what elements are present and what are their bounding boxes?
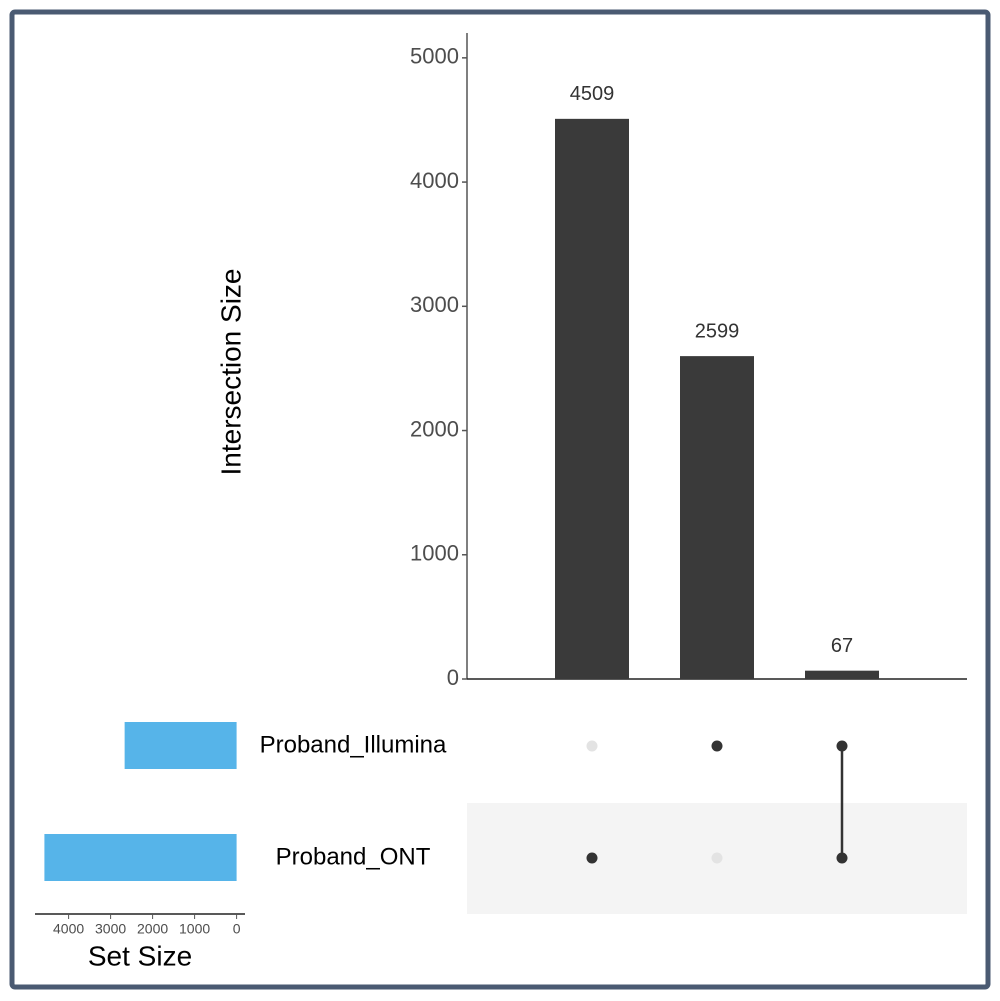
x-tick-label: 1000 [179,921,210,937]
y-tick-label: 4000 [410,168,459,193]
x-axis-label: Set Size [88,940,192,971]
y-tick-label: 3000 [410,292,459,317]
value-label: 2599 [695,320,740,342]
y-tick-label: 0 [447,665,459,690]
value-label: 4509 [570,83,615,105]
matrix-dot [836,740,848,752]
x-tick-label: 2000 [137,921,168,937]
set-label: Proband_Illumina [260,731,447,758]
frame [9,9,991,990]
matrix-dot [586,740,598,752]
bar [680,356,754,679]
x-tick-label: 3000 [95,921,126,937]
y-axis-label: Intersection Size [215,269,246,476]
bar [555,118,629,680]
y-tick-label: 2000 [410,416,459,441]
y-tick-label: 1000 [410,541,459,566]
matrix-dot [586,852,598,864]
matrix-dot [836,852,848,864]
set-bar [124,722,237,769]
set-label: Proband_ONT [276,843,431,870]
value-label: 67 [831,635,853,657]
bar [805,670,879,679]
matrix-dot [711,852,723,864]
x-tick-label: 0 [233,921,241,937]
y-tick-label: 5000 [410,44,459,69]
x-tick-label: 4000 [53,921,84,937]
set-bar [44,834,237,881]
matrix-dot [711,740,723,752]
